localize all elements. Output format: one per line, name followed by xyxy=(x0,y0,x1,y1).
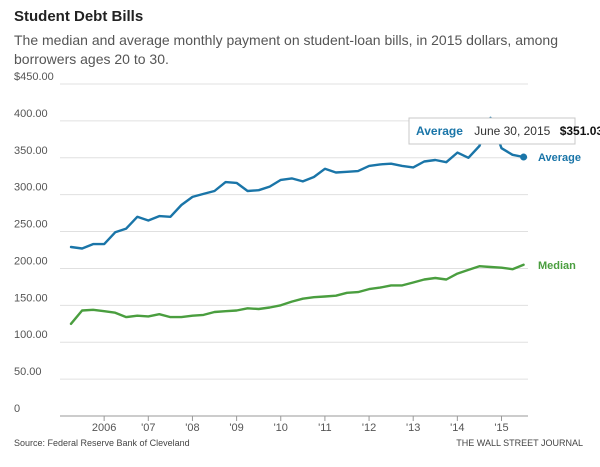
y-tick-label: 0 xyxy=(14,403,20,415)
highlighted-point[interactable] xyxy=(520,153,528,161)
x-tick-label: '14 xyxy=(450,422,464,434)
source-note: Source: Federal Reserve Bank of Clevelan… xyxy=(14,438,190,448)
y-tick-label: 350.00 xyxy=(14,145,48,157)
tooltip-series: Average xyxy=(416,124,463,138)
x-tick-label: 2006 xyxy=(92,422,116,434)
x-tick-label: '10 xyxy=(274,422,288,434)
tooltip-date: June 30, 2015 xyxy=(474,124,550,138)
y-tick-label: 100.00 xyxy=(14,329,48,341)
publisher-credit: THE WALL STREET JOURNAL xyxy=(456,438,583,448)
y-tick-label: 400.00 xyxy=(14,108,48,120)
y-tick-label: 300.00 xyxy=(14,182,48,194)
series-labels: Average Median xyxy=(538,152,581,272)
x-tick-label: '09 xyxy=(229,422,243,434)
series-layer xyxy=(69,116,528,325)
y-tick-label: 50.00 xyxy=(14,366,42,378)
chart-subtitle: The median and average monthly payment o… xyxy=(14,32,558,67)
average-line xyxy=(69,116,525,250)
svg-text:Average June 30, 2015: Average June 30, 2015 $351.03 xyxy=(416,124,600,138)
tooltip-value: $351.03 xyxy=(560,124,600,138)
data-tooltip: Average June 30, 2015 $351.03 xyxy=(408,117,600,145)
x-axis: 2006 '07 '08 '09 '10 '11 '12 '13 '14 '15 xyxy=(60,415,528,434)
y-tick-label: $450.00 xyxy=(14,71,54,83)
median-series-label: Median xyxy=(538,260,576,272)
tooltip-box xyxy=(408,117,576,145)
x-tick-label: '13 xyxy=(406,422,420,434)
y-tick-label: 150.00 xyxy=(14,292,48,304)
chart-title: Student Debt Bills xyxy=(14,8,144,25)
x-tick-label: '08 xyxy=(185,422,199,434)
y-tick-label: 250.00 xyxy=(14,219,48,231)
x-tick-label: '12 xyxy=(362,422,376,434)
x-tick-label: '11 xyxy=(318,422,332,434)
x-tick-label: '07 xyxy=(141,422,155,434)
y-tick-label: 200.00 xyxy=(14,255,48,267)
footer: Source: Federal Reserve Bank of Clevelan… xyxy=(14,438,583,448)
median-line xyxy=(69,263,525,325)
average-series-label: Average xyxy=(538,152,581,164)
x-tick-label: '15 xyxy=(494,422,508,434)
